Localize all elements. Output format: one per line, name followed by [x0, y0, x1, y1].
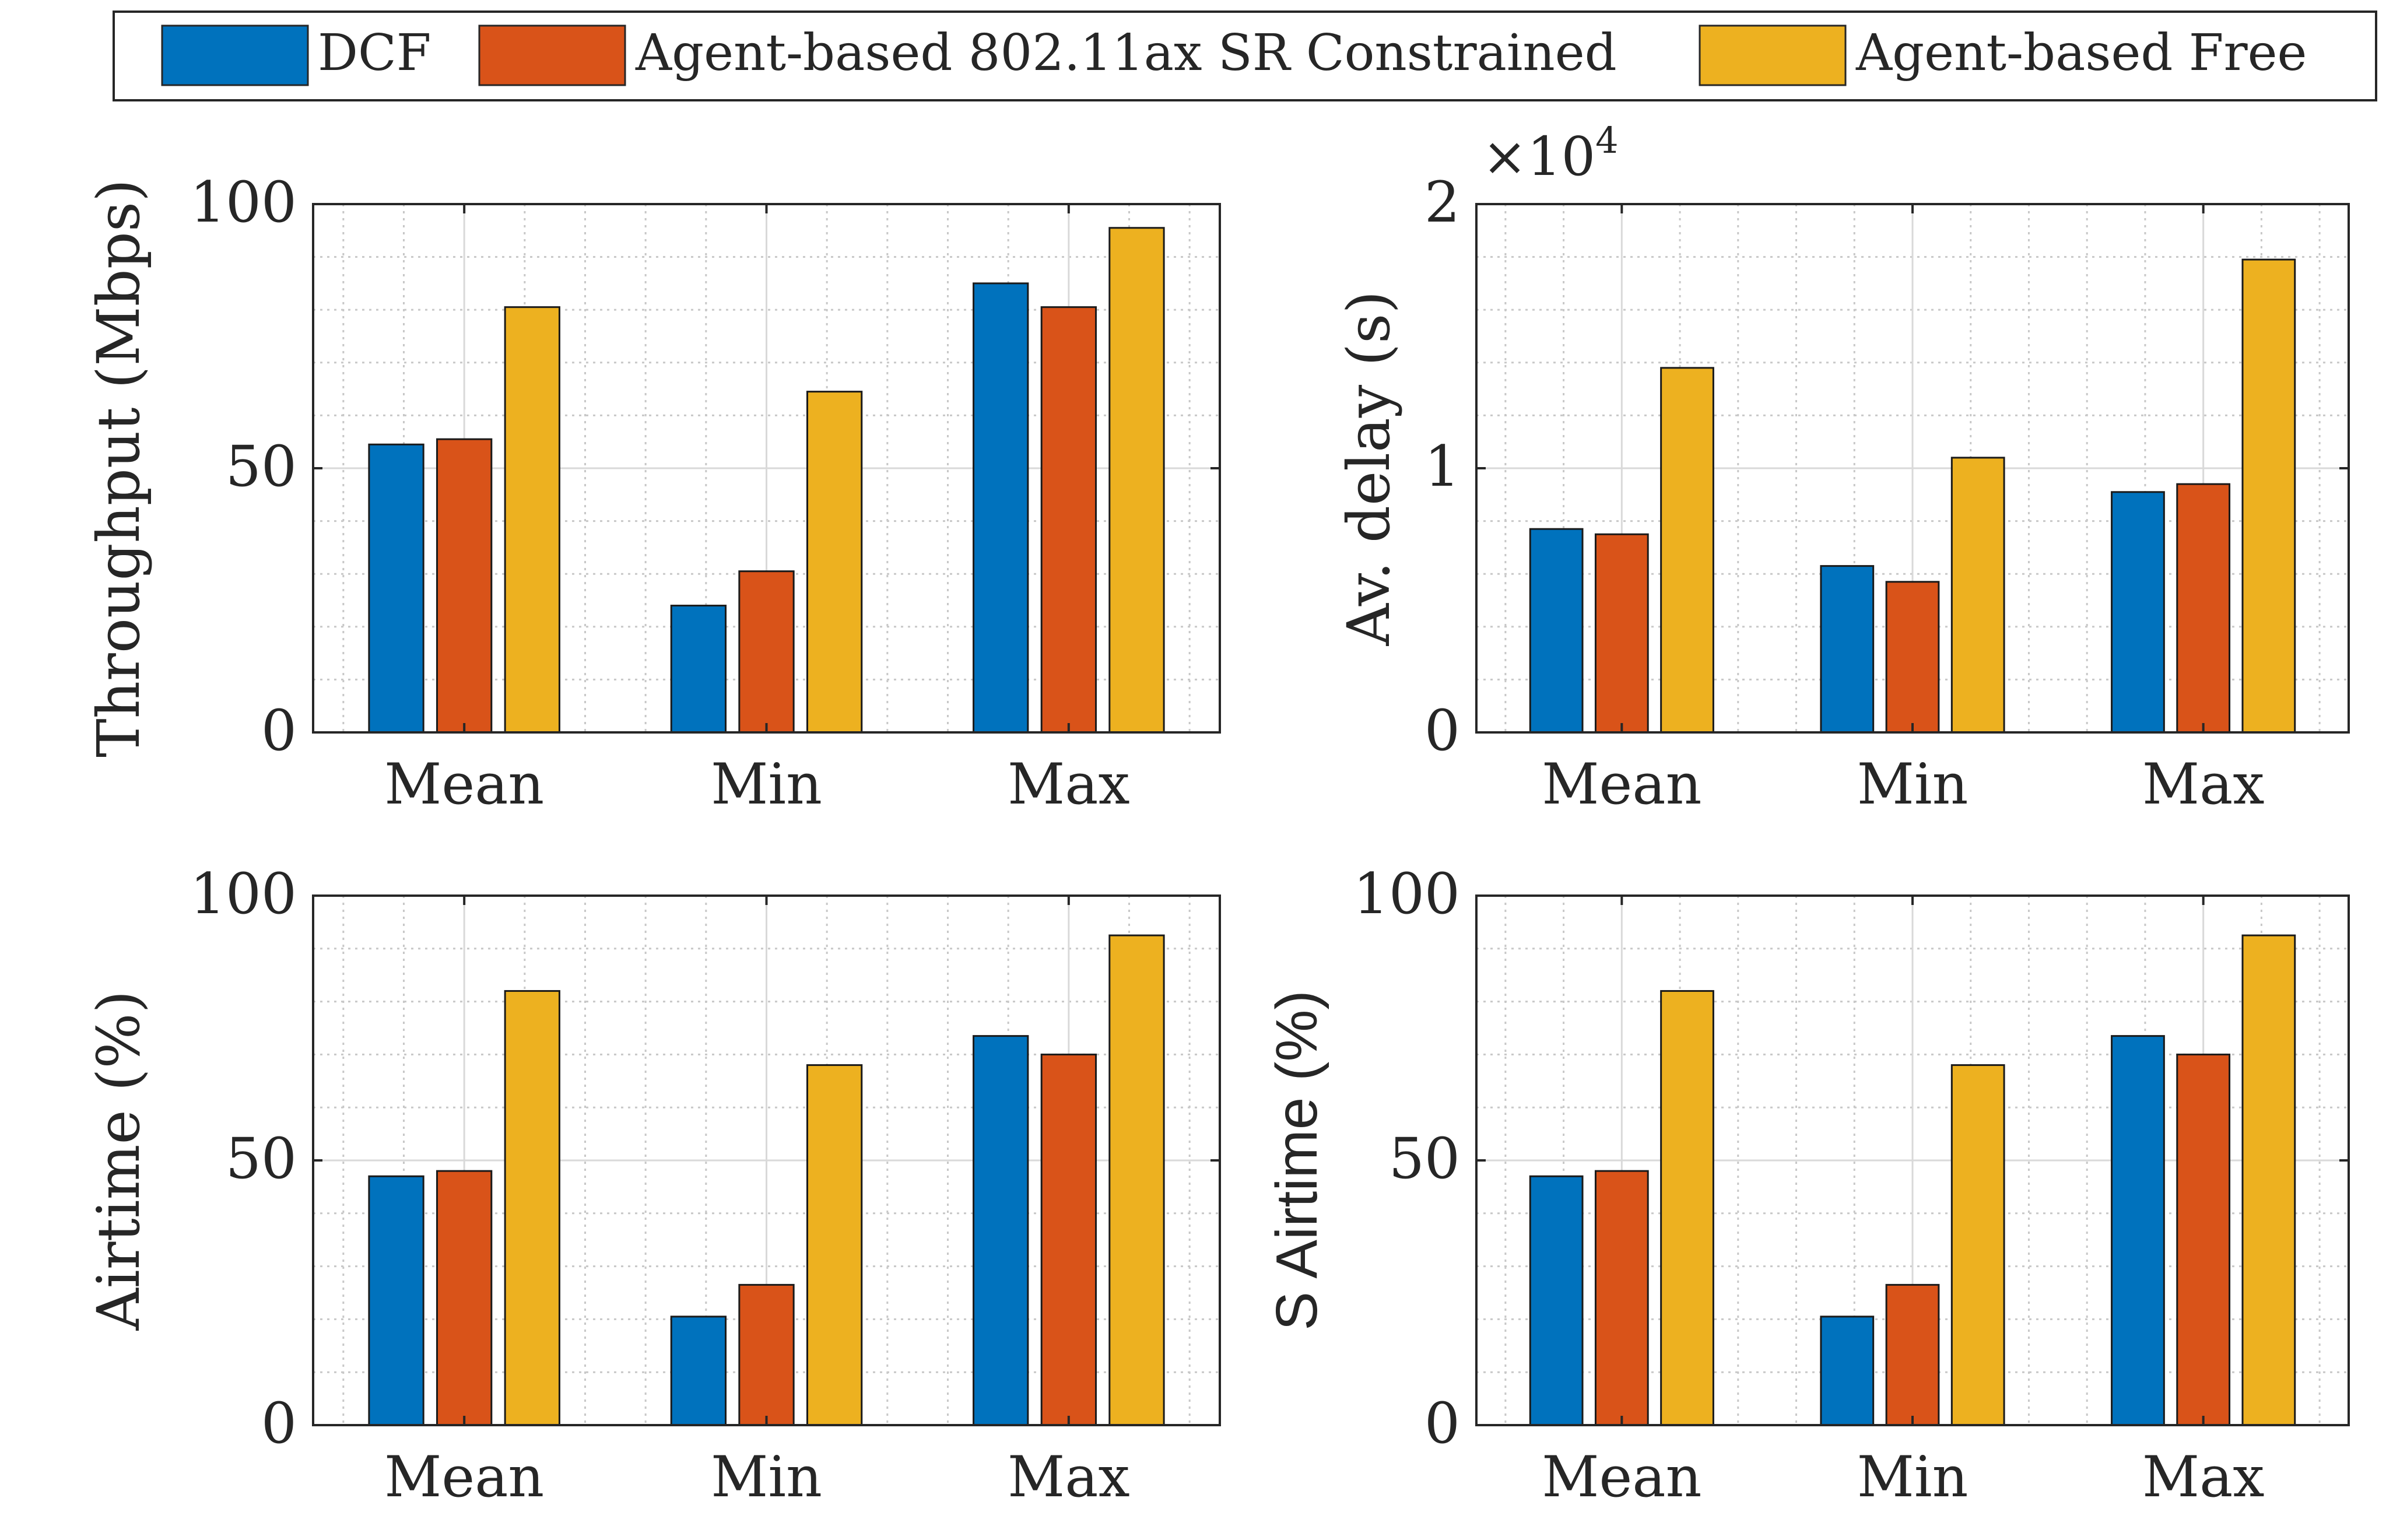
- y-tick-label: 0: [261, 1391, 297, 1456]
- x-tick-label-mean: Mean: [384, 1444, 544, 1510]
- bar-delay-s2-min: [1950, 457, 2005, 734]
- legend-swatch-agent-free: [1699, 24, 1847, 86]
- bar-delay-s0-min: [1820, 565, 1875, 734]
- bar-s-airtime-s0-max: [2111, 1035, 2165, 1426]
- bar-s-airtime-s1-mean: [1594, 1170, 1649, 1426]
- bar-delay-s1-mean: [1594, 533, 1649, 734]
- bar-s-airtime-s1-min: [1885, 1283, 1940, 1426]
- bar-airtime-s0-max: [973, 1035, 1029, 1426]
- y-axis-label: Airtime (%): [85, 990, 153, 1331]
- bar-delay-s0-mean: [1529, 528, 1584, 734]
- bar-airtime-s1-min: [738, 1283, 795, 1426]
- bar-s-airtime-s0-mean: [1529, 1175, 1584, 1426]
- bar-throughput-s2-mean: [504, 306, 560, 734]
- chart-panels: 0 50 100 Mean Min Max Throughput (Mbps) 0 1 2 Mean…: [85, 119, 2350, 1510]
- x-tick-label-min: Min: [1857, 752, 1969, 817]
- bars: [368, 934, 1165, 1426]
- legend-swatch-dcf: [161, 24, 309, 86]
- x-tick-label-max: Max: [1008, 1444, 1130, 1510]
- bar-delay-s1-max: [2176, 483, 2231, 734]
- y-tick-label: 50: [226, 434, 297, 499]
- bar-throughput-s2-max: [1108, 227, 1165, 734]
- y-tick-label: 0: [1424, 698, 1460, 763]
- bar-throughput-s0-mean: [368, 443, 424, 734]
- chart-s-airtime: 0 50 100 Mean Min Max S Airtime (%): [1264, 861, 2350, 1510]
- legend-label-agent-free: Agent-based Free: [1855, 24, 2307, 82]
- y-tick-label: 50: [226, 1126, 297, 1191]
- bar-s-airtime-s1-max: [2176, 1053, 2231, 1426]
- y-exponent-power: 4: [1595, 119, 1618, 162]
- bar-throughput-s0-max: [973, 282, 1029, 734]
- bar-delay-s1-min: [1885, 581, 1940, 734]
- y-exponent-label: ×104: [1482, 119, 1619, 188]
- bar-s-airtime-s0-min: [1820, 1316, 1875, 1426]
- x-tick-label-max: Max: [1008, 752, 1130, 817]
- y-tick-label: 100: [190, 861, 297, 927]
- y-axis-label: S Airtime (%): [1264, 990, 1329, 1330]
- x-tick-label-min: Min: [711, 752, 822, 817]
- bars: [1529, 258, 2296, 734]
- y-axis-label: Throughput (Mbps): [85, 179, 153, 757]
- y-tick-label: 100: [190, 170, 297, 235]
- chart-delay: 0 1 2 Mean Min Max Av. delay (s) ×104: [1335, 119, 2350, 817]
- y-axis-label: Av. delay (s): [1335, 291, 1403, 647]
- y-tick-label: 0: [261, 698, 297, 763]
- x-tick-label-min: Min: [1857, 1444, 1969, 1510]
- x-tick-label-min: Min: [711, 1444, 822, 1510]
- bar-throughput-s1-max: [1040, 306, 1097, 734]
- bar-airtime-s1-mean: [436, 1170, 493, 1426]
- legend-label-dcf: DCF: [318, 24, 431, 82]
- chart-airtime: 0 50 100 Mean Min Max Airtime (%): [85, 861, 1221, 1510]
- y-tick-label: 50: [1389, 1126, 1460, 1191]
- bar-delay-s0-max: [2111, 491, 2165, 734]
- bar-s-airtime-s2-max: [2241, 934, 2296, 1426]
- legend-label-agent-constrained: Agent-based 802.11ax SR Constrained: [635, 24, 1617, 82]
- bars: [1529, 934, 2296, 1426]
- x-tick-label-max: Max: [2142, 1444, 2265, 1510]
- y-tick-label: 2: [1424, 170, 1460, 235]
- bar-delay-s2-max: [2241, 258, 2296, 734]
- legend: DCF Agent-based 802.11ax SR Constrained …: [113, 10, 2377, 101]
- y-tick-label: 1: [1424, 434, 1460, 499]
- bar-throughput-s2-min: [806, 391, 863, 734]
- chart-throughput: 0 50 100 Mean Min Max Throughput (Mbps): [85, 170, 1221, 817]
- x-tick-label-mean: Mean: [1542, 1444, 1701, 1510]
- bar-s-airtime-s2-mean: [1660, 990, 1714, 1426]
- bar-delay-s2-mean: [1660, 367, 1714, 734]
- x-tick-label-mean: Mean: [384, 752, 544, 817]
- bars: [368, 227, 1165, 734]
- bar-airtime-s2-mean: [504, 990, 560, 1426]
- y-tick-label: 0: [1424, 1391, 1460, 1456]
- bar-airtime-s0-min: [670, 1316, 727, 1426]
- bar-throughput-s1-min: [738, 570, 795, 734]
- bar-airtime-s0-mean: [368, 1175, 424, 1426]
- bar-airtime-s2-min: [806, 1064, 863, 1426]
- bar-throughput-s0-min: [670, 605, 727, 734]
- bar-airtime-s1-max: [1040, 1053, 1097, 1426]
- legend-swatch-agent-constrained: [478, 24, 626, 86]
- bar-s-airtime-s2-min: [1950, 1064, 2005, 1426]
- x-tick-label-max: Max: [2142, 752, 2265, 817]
- x-tick-label-mean: Mean: [1542, 752, 1701, 817]
- y-tick-label: 100: [1353, 861, 1460, 927]
- bar-throughput-s1-mean: [436, 438, 493, 734]
- bar-airtime-s2-max: [1108, 934, 1165, 1426]
